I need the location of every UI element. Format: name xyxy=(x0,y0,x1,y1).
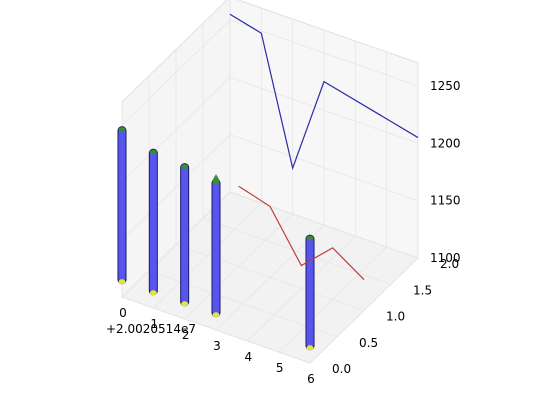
bar-high-marker-1 xyxy=(149,149,157,155)
y-tick-label: 0.0 xyxy=(332,362,351,376)
x-tick-label: 2 xyxy=(182,328,190,342)
bar-low-marker-2 xyxy=(181,301,189,307)
bars-layer xyxy=(117,126,315,351)
y-tick-label: 0.5 xyxy=(359,336,378,350)
axes-panes xyxy=(121,0,419,364)
x-tick-label: 6 xyxy=(307,372,315,386)
series-line-0 xyxy=(229,13,419,171)
x-tick-label: 0 xyxy=(119,306,127,320)
lines-layer xyxy=(229,13,419,280)
z-tick-label: 1100 xyxy=(430,251,461,265)
x-tick-label: 3 xyxy=(213,339,221,353)
bar-high-marker-2 xyxy=(181,164,189,170)
bar-low-marker-3 xyxy=(212,312,220,318)
grid-floor-y xyxy=(175,244,365,311)
z-tick-label: 1200 xyxy=(430,136,461,150)
z-tick-label: 1150 xyxy=(430,194,461,208)
y-tick-label: 2.0 xyxy=(440,257,459,271)
bar-low-marker-1 xyxy=(149,290,157,296)
grid-floor-y xyxy=(202,217,392,285)
z-tick-label: 1250 xyxy=(430,79,461,93)
grid-back-z xyxy=(229,134,419,202)
bar-high-marker-4 xyxy=(306,235,314,241)
grid-back-z xyxy=(229,191,419,259)
bar-high-marker-0 xyxy=(118,127,126,133)
bar-low-marker-0 xyxy=(118,279,126,285)
series-line-1 xyxy=(238,185,365,280)
x-tick-label: 4 xyxy=(245,350,253,364)
y-tick-label: 1.5 xyxy=(413,283,432,297)
bar-triangle-marker xyxy=(212,174,220,182)
bar-low-marker-4 xyxy=(306,345,314,351)
grid-back-z xyxy=(229,19,419,87)
grid-left-z xyxy=(121,134,231,240)
grid-back-z xyxy=(229,76,419,144)
grid-left-z xyxy=(121,77,231,183)
y-tick-label: 1.0 xyxy=(386,310,405,324)
x-offset-label: +2.0020514e7 xyxy=(106,322,196,336)
grid-floor-y xyxy=(121,296,311,364)
grid-left-z xyxy=(121,19,231,126)
x-tick-label: 5 xyxy=(276,361,284,375)
x-tick-label: 1 xyxy=(151,317,159,331)
